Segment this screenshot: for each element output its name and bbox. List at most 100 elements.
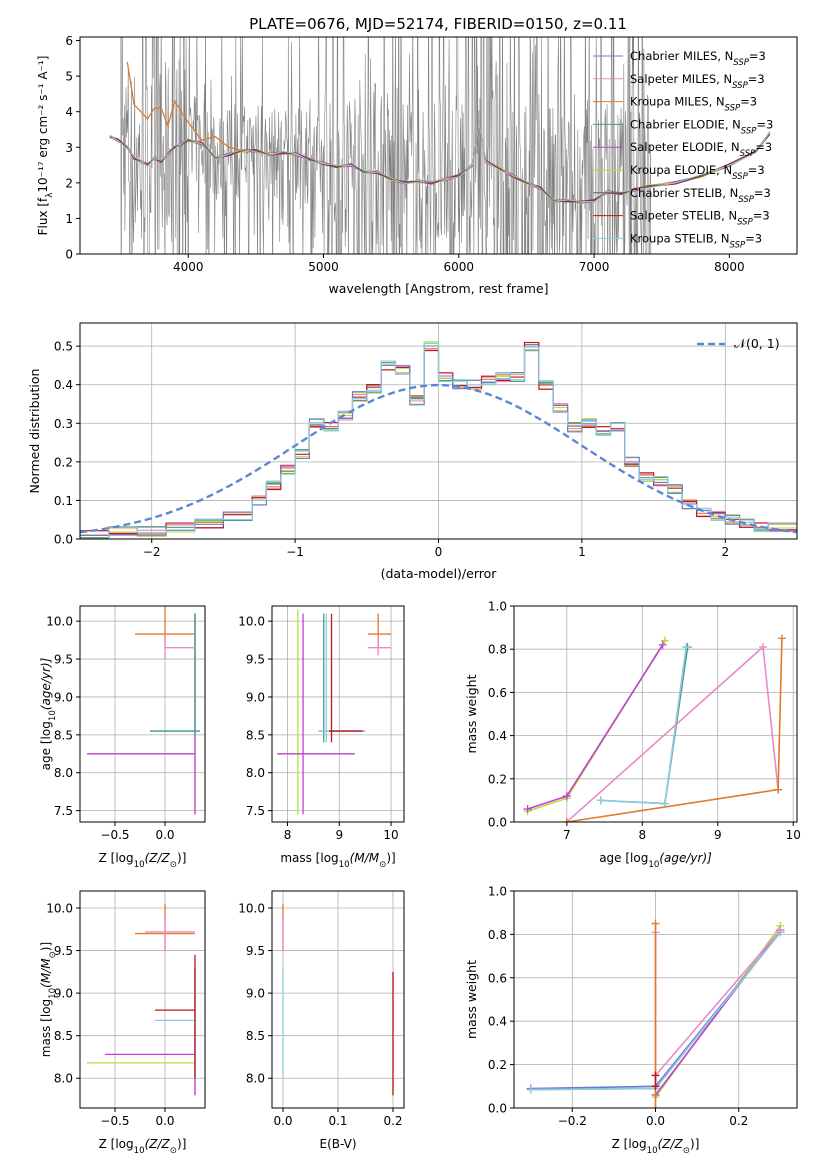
x-tick-label: 0.2	[383, 1114, 402, 1128]
x-tick-label: 0.0	[273, 1114, 292, 1128]
y-tick-label: 0.4	[54, 378, 73, 392]
y-tick-label: 4	[65, 105, 73, 119]
plot-area-massweight_vs_age	[523, 634, 786, 822]
y-tick-label: 9.0	[54, 690, 73, 704]
y-tick-label: 0.2	[488, 1058, 507, 1072]
x-tick-label: −0.5	[100, 828, 129, 842]
weight-marker	[562, 818, 571, 822]
weight-marker	[658, 640, 667, 649]
label-part: (Z/Z	[145, 851, 171, 865]
weight-marker	[759, 643, 768, 652]
x-tick-label: 0.1	[328, 1114, 347, 1128]
legend-label: Chabrier ELODIE, NSSP=3	[630, 117, 773, 136]
errorbar-point	[164, 636, 195, 660]
y-tick-label: 10.0	[46, 902, 73, 916]
weight-marker	[660, 636, 669, 645]
errorbar-point	[87, 613, 196, 815]
legend-normal: 𝒩(0, 1)	[697, 336, 780, 351]
x-tick-label: −1	[286, 545, 304, 559]
errorbar-point	[87, 967, 196, 1096]
frame-residual_hist: −2 −1 0 1 2 0.0 0.1 0.2 0.3 0.4 0.5 (data-model)/er…	[27, 322, 798, 581]
legend-part: =3	[756, 117, 773, 131]
y-tick-label: 10.0	[238, 615, 265, 629]
label-part: ⊙	[379, 860, 386, 870]
y-tick-label: 0.6	[488, 686, 507, 700]
label-part: (M/M	[39, 958, 53, 988]
label-part: 10	[48, 710, 58, 721]
label-part: (age/yr)]	[39, 657, 53, 710]
legend-part: Chabrier MILES, N	[630, 49, 733, 63]
legend-part: Salpeter MILES, N	[630, 72, 732, 86]
plot-area-age_vs_mass	[277, 609, 392, 815]
legend-part: SSP	[730, 240, 746, 250]
weight-marker	[777, 634, 786, 643]
histogram-step	[80, 342, 797, 534]
legend-part: Kroupa MILES, N	[630, 95, 725, 109]
y-tick-label: 0.2	[488, 772, 507, 786]
y-tick-label: 9.5	[246, 944, 265, 958]
y-tick-label: 9.5	[54, 944, 73, 958]
y-tick-label: 7.5	[54, 804, 73, 818]
y-tick-label: 8.0	[246, 1072, 265, 1086]
y-tick-label: 9.5	[246, 653, 265, 667]
label-part: 10	[48, 988, 58, 999]
x-axis-label: age [log10(age/yr)]	[599, 851, 712, 870]
label-part: ⊙	[683, 1146, 690, 1156]
legend-part: Chabrier ELODIE, N	[630, 117, 741, 131]
label-part: Flux [f	[36, 197, 50, 235]
frame-mass_vs_ebv: 0.0 0.1 0.2 8.0 8.5 9.0 9.5 10.0 E(B-V)	[238, 890, 405, 1151]
label-part: ⊙	[48, 951, 58, 958]
legend-label: Kroupa MILES, NSSP=3	[630, 95, 757, 114]
frame-spectrum: 4000 5000 6000 7000 8000 0 1 2 3 4 5 6 wavelength [A…	[36, 34, 798, 296]
legend-label: Kroupa ELODIE, NSSP=3	[630, 163, 765, 182]
label-part: Z [log	[612, 1137, 647, 1151]
x-tick-label: −0.2	[558, 1114, 587, 1128]
plot-area-massweight_vs_Z	[526, 919, 785, 1108]
x-tick-label: 8000	[714, 260, 745, 274]
x-tick-label: 8	[638, 828, 646, 842]
label-part: 10	[647, 1146, 658, 1156]
label-part: ⊙	[170, 860, 177, 870]
errorbar-point	[145, 916, 195, 951]
histogram-step	[80, 342, 797, 537]
y-axis-label: mass [log10(M/M⊙)]	[39, 942, 58, 1057]
x-axis-label: Z [log10(Z/Z⊙)]	[99, 851, 187, 870]
legend-part: =3	[749, 49, 766, 63]
errorbar-point	[328, 613, 363, 743]
x-tick-label: −0.5	[100, 1114, 129, 1128]
plot-area-mass_vs_Z	[87, 903, 196, 1096]
label-part: 10	[339, 860, 350, 870]
weight-marker	[776, 926, 785, 935]
y-tick-label: 0.1	[54, 494, 73, 508]
label-part: 10	[134, 860, 145, 870]
weight-line	[527, 640, 666, 812]
legend-part: =3	[753, 209, 770, 223]
axes-mass_vs_Z	[80, 891, 205, 1108]
y-tick-label: 0.6	[488, 971, 507, 985]
legend-part: =3	[754, 186, 771, 200]
weight-marker	[651, 919, 660, 928]
legend-part: SSP	[741, 126, 757, 136]
errorbar-point	[150, 613, 200, 735]
axes-massweight_vs_age	[514, 605, 797, 823]
x-tick-label: 1	[578, 545, 586, 559]
x-tick-label: 0.0	[155, 1114, 174, 1128]
y-tick-label: 10.0	[238, 902, 265, 916]
legend-label: Salpeter STELIB, NSSP=3	[630, 209, 770, 228]
x-axis-label: mass [log10(M/M⊙)]	[280, 851, 395, 870]
weight-line	[566, 645, 779, 822]
weight-marker	[774, 785, 783, 794]
y-tick-label: 0.5	[54, 340, 73, 354]
y-axis-label: mass weight	[464, 960, 479, 1039]
y-axis-label: Normed distribution	[27, 369, 42, 494]
x-tick-label: 0.0	[155, 828, 174, 842]
legend-part: SSP	[725, 104, 741, 114]
y-tick-label: 1	[65, 212, 73, 226]
errorbar-point	[155, 967, 196, 1079]
axes-massweight_vs_Z	[514, 890, 797, 1109]
legend-part: SSP	[733, 58, 749, 68]
axes-frame	[271, 605, 405, 823]
y-tick-label: 0.0	[54, 533, 73, 547]
axes-frame	[79, 890, 206, 1109]
